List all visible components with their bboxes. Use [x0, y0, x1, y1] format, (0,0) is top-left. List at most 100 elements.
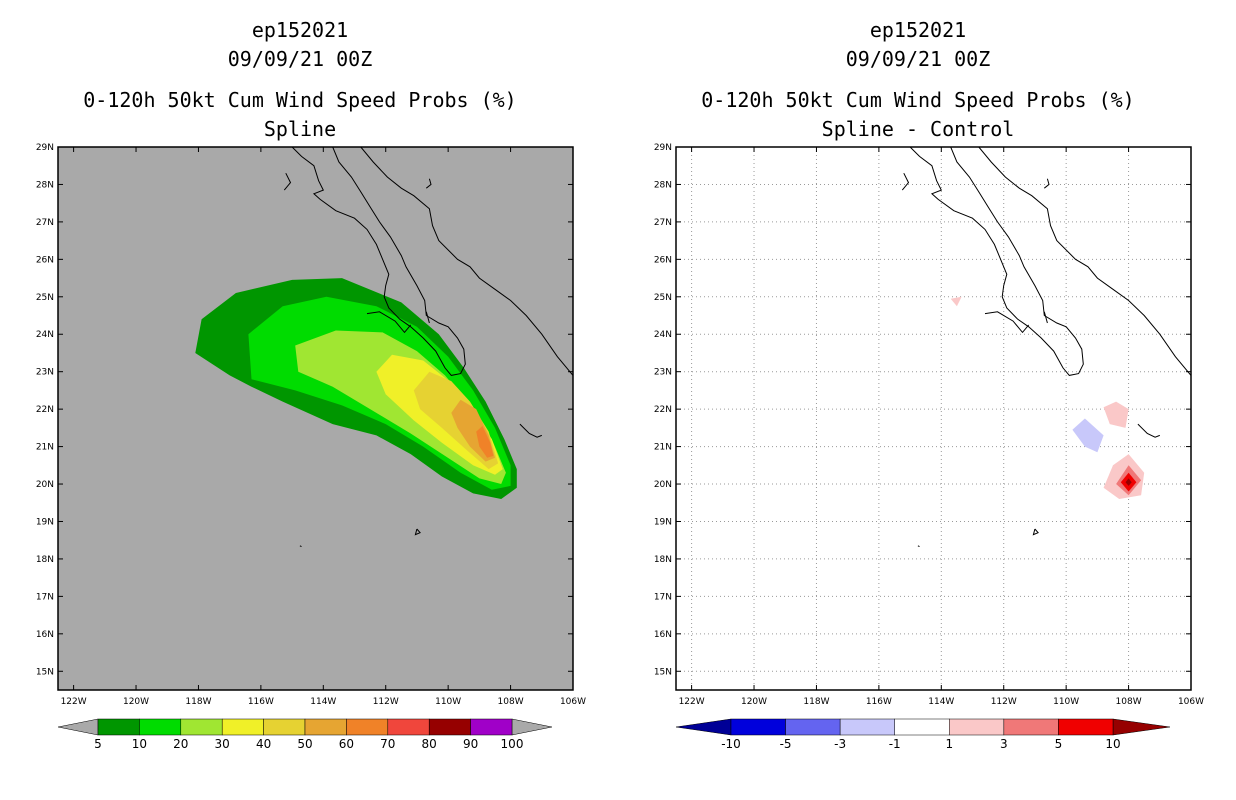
coastline-segment [901, 172, 910, 191]
colorbar-swatch [97, 718, 140, 736]
y-tick-label: 26N [654, 255, 672, 265]
y-tick-label: 19N [36, 517, 54, 527]
coastline-segment [917, 545, 920, 548]
colorbar-label: 40 [256, 737, 271, 751]
coastline-segment [414, 528, 421, 536]
right-title-product: 0-120h 50kt Cum Wind Speed Probs (%) [701, 88, 1135, 112]
y-tick-label: 27N [36, 218, 54, 228]
x-tick-label: 120W [123, 697, 149, 707]
colorbar-swatch [470, 718, 513, 736]
y-tick-label: 24N [654, 330, 672, 340]
colorbar-swatch [839, 718, 895, 736]
right-title-storm: ep152021 [869, 18, 967, 42]
coastline-segment [984, 311, 1030, 334]
colorbar-label: 90 [463, 737, 478, 751]
colorbar-label: 60 [339, 737, 354, 751]
x-tick-label: 108W [1116, 697, 1142, 707]
colorbar-swatch [1058, 718, 1114, 736]
x-tick-label: 114W [928, 697, 954, 707]
x-tick-label: 122W [679, 697, 705, 707]
y-tick-label: 17N [36, 592, 54, 602]
colorbar-label: 70 [380, 737, 395, 751]
y-tick-label: 29N [36, 143, 54, 153]
right-colorbar: -10 -5 -3 -1 1 3 5 10 [675, 718, 1171, 751]
y-tick-label: 25N [654, 293, 672, 303]
y-tick-label: 22N [654, 405, 672, 415]
y-tick-label: 15N [654, 667, 672, 677]
coastline-segment [978, 147, 1191, 376]
colorbar-swatch [730, 718, 786, 736]
colorbar-label: 20 [173, 737, 188, 751]
x-tick-label: 118W [803, 697, 829, 707]
y-tick-label: 18N [654, 555, 672, 565]
left-title-storm: ep152021 [251, 18, 349, 42]
left-colorbar: 5 10 20 30 40 50 60 70 80 90 100 [57, 718, 553, 751]
colorbar-low-arrow [57, 718, 99, 736]
map-background [676, 147, 1191, 690]
colorbar-swatch [139, 718, 182, 736]
colorbar-swatch [387, 718, 430, 736]
coastline-segment [366, 311, 412, 334]
coastline-segment [1043, 178, 1050, 189]
y-tick-label: 28N [36, 180, 54, 190]
colorbar-swatch [304, 718, 347, 736]
colorbar-swatch [894, 718, 950, 736]
coastline-segment [1137, 423, 1160, 438]
colorbar-label: 5 [1055, 737, 1063, 751]
y-tick-label: 16N [654, 630, 672, 640]
y-tick-label: 20N [36, 480, 54, 490]
colorbar-label: -3 [834, 737, 846, 751]
colorbar-swatch [949, 718, 1005, 736]
map-frame [675, 146, 1192, 691]
y-tick-label: 18N [36, 555, 54, 565]
contour-fills [195, 278, 517, 499]
colorbar-label: 5 [94, 737, 102, 751]
contour-level-60 [476, 426, 494, 458]
coastline-segment [425, 178, 432, 189]
colorbar-low-arrow [675, 718, 732, 736]
y-tick-label: 24N [36, 330, 54, 340]
colorbar-label: -1 [889, 737, 901, 751]
colorbar-label: 1 [945, 737, 953, 751]
map-background [58, 147, 573, 690]
y-tick-label: 26N [36, 255, 54, 265]
y-tick-label: 23N [36, 368, 54, 378]
coastline-segment [519, 423, 542, 438]
colorbar-label: 50 [297, 737, 312, 751]
contour-fills [950, 296, 1145, 499]
colorbar-swatch [1003, 718, 1059, 736]
x-tick-label: 114W [310, 697, 336, 707]
x-tick-label: 106W [560, 697, 586, 707]
x-tick-label: 106W [1178, 697, 1204, 707]
contour-level-1 [1103, 401, 1129, 428]
x-tick-label: 116W [866, 697, 892, 707]
coastline-segment [425, 311, 430, 324]
x-tick-label: 110W [435, 697, 461, 707]
colorbar-label: 100 [501, 737, 524, 751]
y-tick-label: 21N [36, 443, 54, 453]
coastline-segment [360, 147, 573, 376]
right-chart-title: ep152021 09/09/21 00Z 0-120h 50kt Cum Wi… [638, 16, 1198, 144]
colorbar-swatch [785, 718, 841, 736]
y-tick-label: 23N [654, 368, 672, 378]
colorbar-label: 3 [1000, 737, 1008, 751]
x-tick-label: 108W [498, 697, 524, 707]
colorbar-label: -10 [721, 737, 741, 751]
left-map-panel: 122W 120W 118W 116W 114W 112W 110W 108W 106W 29N 2… [36, 143, 586, 707]
coastline-segment [283, 172, 292, 191]
right-map-panel: 122W 120W 118W 116W 114W 112W 110W 108W 106W 29N 2… [654, 143, 1204, 707]
x-tick-label: 122W [61, 697, 87, 707]
colorbar-label: 80 [422, 737, 437, 751]
y-tick-label: 27N [654, 218, 672, 228]
left-title-method: Spline [263, 117, 337, 141]
x-tick-label: 116W [248, 697, 274, 707]
y-tick-label: 29N [654, 143, 672, 153]
colorbar-high-arrow [511, 718, 553, 736]
y-tick-label: 20N [654, 480, 672, 490]
colorbar-label: 10 [1105, 737, 1120, 751]
y-tick-label: 17N [654, 592, 672, 602]
colorbar-swatch [263, 718, 306, 736]
colorbar-high-arrow [1112, 718, 1171, 736]
colorbar-swatch [221, 718, 264, 736]
